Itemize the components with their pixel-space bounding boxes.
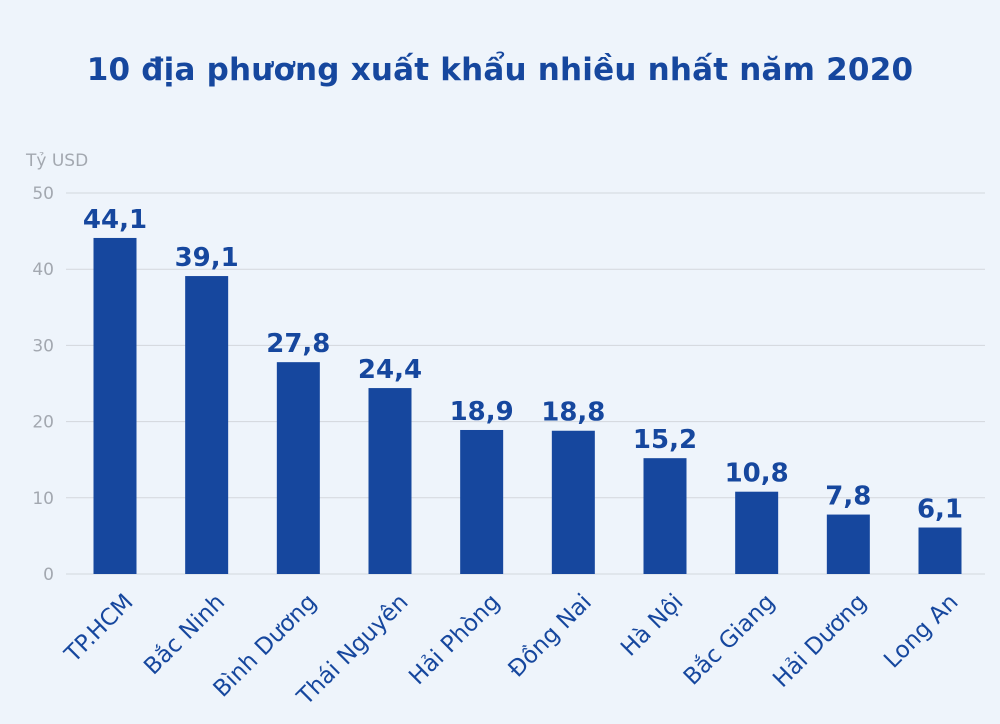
value-label: 24,4 (358, 355, 422, 385)
category-label: Hải Dương (768, 589, 872, 693)
y-tick-label: 30 (32, 336, 54, 356)
y-tick-label: 50 (32, 184, 54, 204)
value-label: 15,2 (633, 425, 697, 455)
y-axis-ticks: 0 10 20 30 40 50 (32, 184, 54, 585)
bar (368, 388, 412, 574)
bar (735, 491, 779, 574)
bar (276, 362, 320, 574)
bar (460, 429, 504, 574)
category-label: Bắc Ninh (139, 588, 231, 680)
bar (551, 430, 595, 574)
bar (643, 458, 687, 574)
chart-title: 10 địa phương xuất khẩu nhiều nhất năm 2… (86, 52, 914, 88)
value-labels: 44,1 39,1 27,8 24,4 18,9 18,8 15,2 10,8 7,8 6,1 (83, 205, 963, 525)
category-label: TP.HCM (59, 589, 138, 668)
category-label: Đồng Nai (503, 589, 596, 682)
bar (826, 514, 870, 574)
y-tick-label: 20 (32, 413, 54, 433)
bar (93, 237, 137, 574)
y-tick-label: 40 (32, 260, 54, 280)
value-label: 7,8 (825, 482, 871, 512)
y-tick-label: 0 (43, 565, 54, 585)
bar (918, 527, 962, 574)
value-label: 18,9 (450, 397, 514, 427)
value-label: 10,8 (725, 459, 789, 489)
value-label: 39,1 (175, 243, 239, 273)
value-label: 44,1 (83, 205, 147, 235)
value-label: 18,8 (541, 398, 605, 428)
value-label: 6,1 (917, 495, 963, 525)
category-label: Long An (879, 589, 963, 673)
category-label: Hà Nội (616, 589, 688, 661)
value-label: 27,8 (266, 329, 330, 359)
bars (93, 237, 962, 574)
bar (185, 276, 229, 574)
category-label: Hải Phòng (404, 589, 505, 690)
y-tick-label: 10 (32, 489, 54, 509)
y-axis-unit-label: Tỷ USD (25, 151, 88, 171)
category-label: Bắc Giang (678, 588, 780, 690)
